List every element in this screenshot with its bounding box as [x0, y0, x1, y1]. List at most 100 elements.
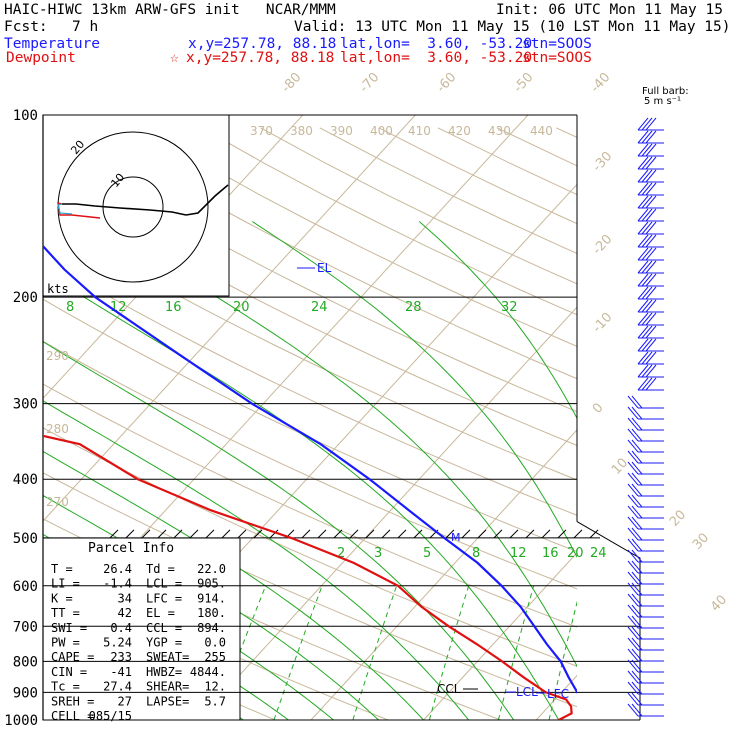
mixing-ratio-label: 2 [337, 546, 345, 561]
wind-barb [627, 593, 664, 607]
wind-barb [627, 450, 664, 464]
wind-barb-flag [645, 182, 657, 196]
wind-barb-flag [637, 338, 649, 352]
theta-label: 280 [46, 422, 69, 436]
wind-barb-flag [645, 208, 657, 222]
parcel-field-value: 255 [204, 650, 226, 664]
wind-barb-flag [631, 549, 643, 563]
pressure-tick-label: 500 [13, 531, 38, 547]
temperature-legend-xy: x,y=257.78, 88.18 [188, 36, 337, 52]
parcel-field-name: LCL = [146, 577, 182, 591]
wind-barb-flag [631, 571, 643, 585]
temperature-legend-stn: stn=SOOS [522, 36, 592, 52]
isotherm-tick-label: -40 [588, 70, 613, 96]
wind-barb-flag [631, 692, 643, 706]
wind-barb-flag [641, 260, 653, 274]
parcel-field-value: 4844. [190, 665, 226, 679]
wind-barb [627, 703, 664, 717]
hatch-mark [349, 529, 359, 539]
wind-barb-flag [641, 117, 653, 131]
pressure-tick-label: 200 [13, 290, 38, 306]
hatch-mark [237, 529, 247, 539]
wind-barb-flag [637, 286, 649, 300]
wind-barb-flag [627, 450, 639, 464]
hatch-mark [189, 529, 199, 539]
barb-legend-line2: 5 m s⁻¹ [644, 96, 681, 107]
wind-barb-flag [637, 325, 649, 339]
wind-barb [637, 221, 664, 235]
wind-barb-flag [627, 516, 639, 530]
parcel-field-name: SWEAT= [146, 650, 189, 664]
wind-barb-flag [627, 637, 639, 651]
wind-barb [637, 338, 664, 352]
moist-adiabat-line [43, 400, 469, 720]
hatch-mark [445, 529, 455, 539]
isotherm-tick-label: -60 [434, 70, 459, 96]
parcel-field-name: PW = [51, 636, 80, 650]
mixing-ratio-label: 12 [510, 546, 527, 561]
parcel-field-name: K = [51, 591, 73, 605]
wind-barb-flag [627, 604, 639, 618]
wind-barb-flag [637, 377, 649, 391]
wind-barb [627, 659, 664, 673]
wind-barb-flag [637, 208, 649, 222]
pressure-tick-label: 800 [13, 654, 38, 670]
wind-barb-flag [627, 395, 639, 409]
isotherm-tick-label: -20 [590, 232, 615, 258]
wind-barb-flag [627, 681, 639, 695]
hatch-mark [573, 529, 583, 539]
header-init: Init: 06 UTC Mon 11 May 15 [496, 2, 723, 18]
wind-barb-flag [645, 130, 657, 144]
wind-barb-flag [637, 143, 649, 157]
isotherm-line [43, 115, 416, 522]
parcel-info-box [42, 537, 241, 721]
hatch-mark [509, 529, 519, 539]
hatch-mark [333, 529, 343, 539]
wind-barb [637, 130, 664, 144]
wind-barb-flag [631, 670, 643, 684]
parcel-field-value: 085/15 [89, 709, 132, 723]
wind-barb-flag [637, 195, 649, 209]
wind-barb-flag [641, 156, 653, 170]
hatch-mark [157, 529, 167, 539]
wind-barb-flag [627, 670, 639, 684]
wind-barb [637, 273, 664, 287]
dry-adiabat-line [43, 472, 577, 708]
wind-barb-flag [645, 260, 657, 274]
theta-e-label: 410 [408, 124, 431, 138]
isotherm-tick-label: -10 [590, 310, 615, 336]
dry-adiabat-line [615, 128, 740, 733]
wind-barb-flag [627, 428, 639, 442]
wind-barb-flag [637, 130, 649, 144]
wind-barb [627, 472, 664, 486]
dry-adiabat-line [496, 127, 577, 167]
theta-e-label: 370 [250, 124, 273, 138]
wind-barb-flag [631, 450, 643, 464]
theta-e-label: 390 [330, 124, 353, 138]
wind-barb-flag [645, 195, 657, 209]
pressure-tick-label: 600 [13, 579, 38, 595]
wind-barb-flag [645, 117, 657, 131]
parcel-field-value: 894. [197, 621, 226, 635]
wind-barb-flag [627, 659, 639, 673]
parcel-field-value: 12. [204, 680, 226, 694]
wind-barb-flag [637, 182, 649, 196]
wind-barb-flag [627, 549, 639, 563]
wind-barb [627, 648, 664, 662]
dry-adiabat-line [43, 257, 577, 516]
wind-barb-flag [645, 377, 657, 391]
wind-barb-flag [631, 615, 643, 629]
wind-barb-flag [631, 681, 643, 695]
isotherm-tick-label: 20 [667, 507, 689, 529]
parcel-field-name: Tc = [51, 680, 80, 694]
isotherm-line [198, 306, 577, 720]
parcel-field-name: SREH = [51, 694, 94, 708]
hatch-mark [141, 529, 151, 539]
hodograph-low-trace [57, 202, 101, 219]
parcel-field-value: 34 [118, 591, 132, 605]
parcel-field-name: SHEAR= [146, 680, 189, 694]
wind-barb-flag [645, 169, 657, 183]
hatch-mark [301, 529, 311, 539]
isotherm-tick-label: -30 [590, 149, 615, 175]
